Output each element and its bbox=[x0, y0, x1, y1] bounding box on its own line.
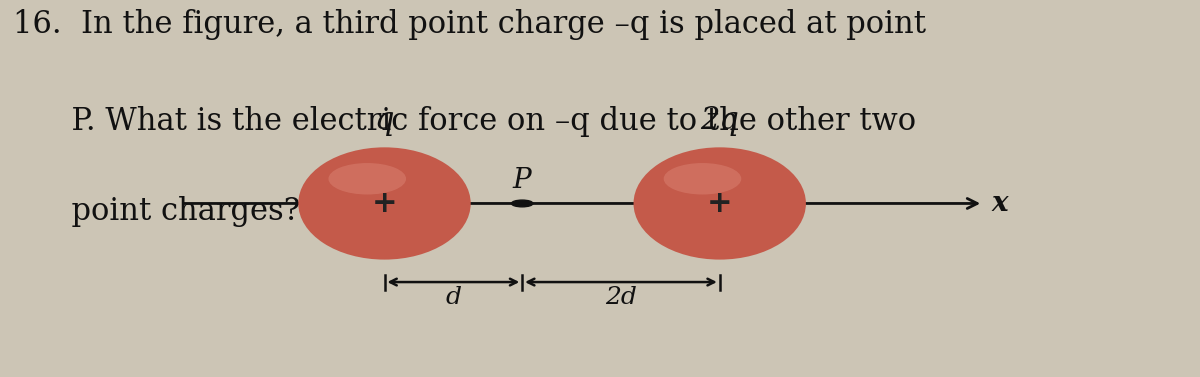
Text: P: P bbox=[512, 167, 532, 194]
Text: P. What is the electric force on –q due to the other two: P. What is the electric force on –q due … bbox=[13, 106, 917, 137]
Text: d: d bbox=[445, 286, 461, 309]
Text: 2d: 2d bbox=[605, 286, 637, 309]
Ellipse shape bbox=[329, 163, 406, 195]
Ellipse shape bbox=[299, 147, 470, 260]
Text: x: x bbox=[991, 190, 1008, 217]
Text: +: + bbox=[372, 189, 397, 218]
Text: 2q: 2q bbox=[701, 105, 739, 136]
Text: point charges?: point charges? bbox=[13, 196, 300, 227]
Text: +: + bbox=[707, 189, 732, 218]
Circle shape bbox=[511, 200, 533, 207]
Ellipse shape bbox=[634, 147, 806, 260]
Ellipse shape bbox=[664, 163, 742, 195]
Text: q: q bbox=[374, 105, 395, 136]
Text: 16.  In the figure, a third point charge –q is placed at point: 16. In the figure, a third point charge … bbox=[13, 9, 926, 40]
